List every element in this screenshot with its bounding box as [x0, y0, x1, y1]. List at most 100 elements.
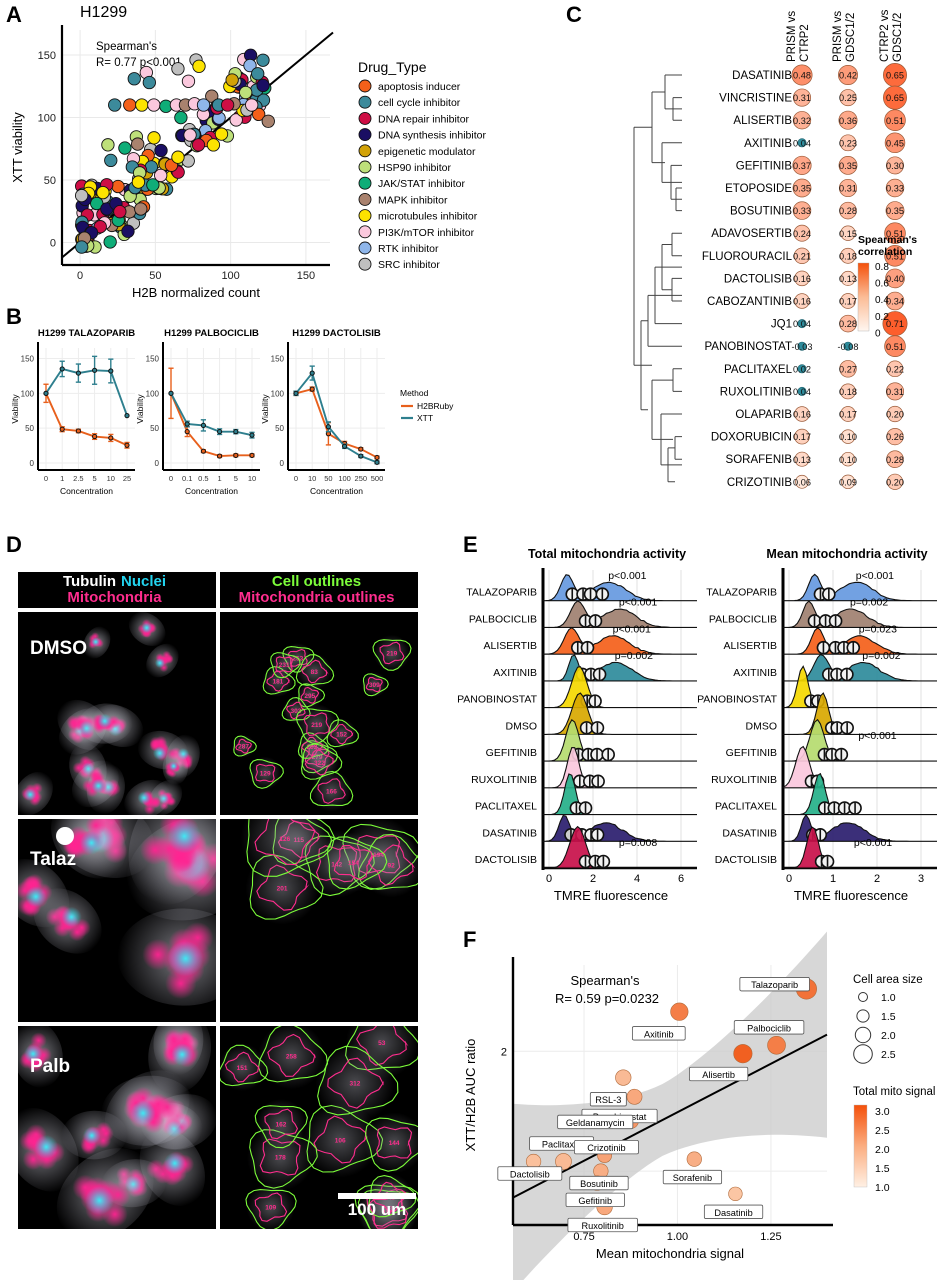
svg-text:0.16: 0.16 [793, 297, 811, 307]
svg-text:GDSC1/2: GDSC1/2 [845, 13, 857, 62]
svg-text:XTT: XTT [417, 413, 433, 423]
panel-f-scatter: 0.751.001.2512Mean mitochondria signalXT… [463, 931, 935, 1280]
svg-text:p<0.001: p<0.001 [854, 837, 892, 849]
svg-text:0: 0 [44, 474, 48, 483]
svg-text:R= 0.77 p<0.001: R= 0.77 p<0.001 [96, 57, 182, 69]
svg-text:ADAVOSERTIB: ADAVOSERTIB [711, 228, 792, 240]
svg-text:-0.03: -0.03 [792, 342, 813, 352]
bright-artifact [56, 827, 74, 845]
svg-text:0: 0 [546, 873, 552, 885]
svg-text:p=0.002: p=0.002 [615, 650, 653, 662]
svg-text:PANOBINOSTAT: PANOBINOSTAT [697, 694, 778, 706]
panel-d-letter: D [6, 532, 22, 557]
panel-e-letter: E [463, 532, 478, 557]
svg-text:0: 0 [280, 459, 285, 468]
svg-text:0.16: 0.16 [793, 410, 811, 420]
scale-bar: 100 um [338, 1193, 416, 1220]
svg-text:VINCRISTINE: VINCRISTINE [719, 93, 792, 105]
svg-text:H1299 PALBOCICLIB: H1299 PALBOCICLIB [164, 328, 259, 339]
svg-text:50: 50 [25, 424, 34, 433]
svg-text:p=0.008: p=0.008 [619, 837, 657, 849]
svg-text:500: 500 [371, 474, 384, 483]
svg-text:PANOBINOSTAT: PANOBINOSTAT [457, 694, 538, 706]
svg-text:PRISM vs: PRISM vs [832, 11, 844, 62]
svg-text:0.33: 0.33 [793, 206, 811, 216]
svg-text:HSP90 inhibitor: HSP90 inhibitor [378, 162, 451, 174]
svg-text:0.51: 0.51 [886, 251, 904, 261]
point-label: Axitinib [631, 1026, 686, 1041]
svg-text:150: 150 [271, 354, 285, 363]
svg-text:p<0.001: p<0.001 [608, 570, 646, 582]
svg-text:0.65: 0.65 [886, 93, 904, 103]
panel-d-header: Tubulin Nuclei Mitochondria [18, 572, 216, 608]
svg-text:TALAZOPARIB: TALAZOPARIB [706, 587, 777, 599]
panel-f-letter: F [463, 927, 477, 952]
point-label: Sorafenib [662, 1169, 723, 1185]
svg-text:apoptosis inducer: apoptosis inducer [378, 81, 461, 93]
panel-c: C PRISM vs CTRP2 PRISM vs GDSC1/2 CTRP2 vs GD… [560, 0, 945, 520]
svg-text:50: 50 [150, 424, 159, 433]
svg-text:0: 0 [155, 459, 160, 468]
svg-text:Alisertib: Alisertib [702, 1070, 735, 1080]
svg-text:JAK/STAT inhibitor: JAK/STAT inhibitor [378, 178, 465, 190]
svg-text:CRIZOTINIB: CRIZOTINIB [727, 477, 792, 489]
svg-text:10: 10 [308, 474, 316, 483]
svg-text:1.00: 1.00 [667, 1231, 688, 1243]
svg-text:0.42: 0.42 [839, 71, 857, 81]
svg-text:microtubules inhibitor: microtubules inhibitor [378, 211, 478, 223]
point-label: Geldanamycin [557, 1114, 634, 1130]
svg-text:2: 2 [874, 873, 880, 885]
panel-d-row-label: Talaz [30, 849, 77, 870]
svg-text:0.2: 0.2 [875, 312, 889, 323]
svg-text:0.75: 0.75 [573, 1231, 594, 1243]
svg-text:PRISM vs: PRISM vs [786, 11, 798, 62]
svg-text:0.16: 0.16 [793, 274, 811, 284]
panel-c-letter: C [566, 2, 582, 27]
svg-text:AXITINIB: AXITINIB [733, 667, 777, 679]
panel-d: D [0, 530, 450, 1245]
svg-text:50: 50 [324, 474, 332, 483]
svg-text:DASATINIB: DASATINIB [732, 70, 792, 82]
point-label: RSL-3 [589, 1092, 627, 1107]
svg-text:Spearman's: Spearman's [571, 973, 640, 988]
svg-text:Dasatinib: Dasatinib [714, 1208, 752, 1218]
svg-text:0.31: 0.31 [839, 184, 857, 194]
svg-text:Dactolisib: Dactolisib [510, 1169, 550, 1179]
svg-text:Spearman's: Spearman's [96, 41, 157, 53]
svg-text:0.28: 0.28 [839, 319, 857, 329]
svg-text:RUXOLITINIB: RUXOLITINIB [471, 774, 537, 786]
svg-text:Drug_Type: Drug_Type [358, 59, 427, 75]
svg-text:SRC inhibitor: SRC inhibitor [378, 259, 440, 271]
svg-text:0.17: 0.17 [839, 297, 857, 307]
svg-text:Bosutinib: Bosutinib [580, 1179, 618, 1189]
panel-a-scatter: 0 50 100 150 0 50 100 150 H2B normalized count XT… [10, 25, 486, 300]
svg-text:100: 100 [146, 389, 160, 398]
point-label: Gefitinib [565, 1192, 625, 1207]
svg-text:Spearman's: Spearman's [858, 234, 917, 246]
svg-text:Ruxolitinib: Ruxolitinib [582, 1221, 624, 1231]
svg-text:DACTOLISIB: DACTOLISIB [724, 273, 792, 285]
svg-text:0.20: 0.20 [886, 477, 904, 487]
svg-text:Viability: Viability [10, 394, 20, 424]
svg-text:0.04: 0.04 [793, 319, 811, 329]
svg-text:Paclitaxel: Paclitaxel [542, 1140, 581, 1150]
svg-text:Total mito signal: Total mito signal [853, 1086, 935, 1098]
svg-text:1.5: 1.5 [875, 1163, 890, 1175]
svg-text:0: 0 [786, 873, 792, 885]
panel-d-row-label: DMSO [30, 638, 87, 659]
svg-text:p<0.001: p<0.001 [613, 623, 651, 635]
svg-text:0.26: 0.26 [886, 432, 904, 442]
svg-text:Concentration: Concentration [60, 486, 113, 496]
panel-c-dotplot: PRISM vs CTRP2 PRISM vs GDSC1/2 CTRP2 vs GDSC… [633, 9, 917, 490]
svg-text:5: 5 [234, 474, 238, 483]
svg-text:epigenetic modulator: epigenetic modulator [378, 146, 476, 158]
svg-text:DASATINIB: DASATINIB [482, 827, 537, 839]
svg-text:-0.08: -0.08 [838, 342, 859, 352]
svg-text:R= 0.59 p=0.0232: R= 0.59 p=0.0232 [555, 991, 659, 1006]
svg-text:0.51: 0.51 [886, 116, 904, 126]
svg-text:4: 4 [634, 873, 640, 885]
svg-text:0.32: 0.32 [793, 116, 811, 126]
svg-text:0.17: 0.17 [793, 432, 811, 442]
svg-text:100: 100 [21, 389, 35, 398]
